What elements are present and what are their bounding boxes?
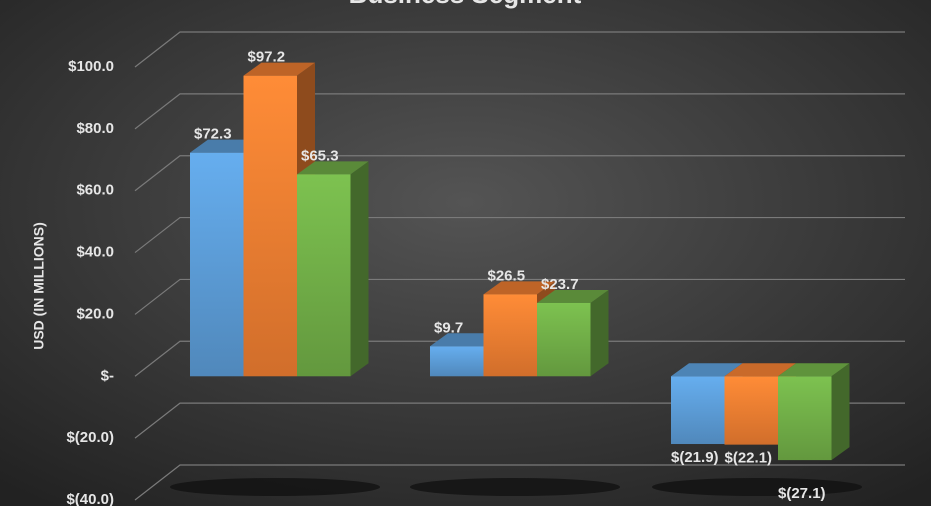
shadow [170, 478, 380, 496]
bar [724, 376, 778, 445]
y-tick-label: $40.0 [76, 244, 114, 261]
y-tick-label: $100.0 [68, 58, 114, 75]
grid-line [134, 216, 905, 254]
chart-title: Business Segment [349, 0, 582, 9]
shadow [652, 478, 862, 496]
value-label: $26.5 [488, 267, 526, 284]
bar [190, 152, 244, 377]
bar-side [831, 363, 850, 461]
grid-line [134, 402, 905, 439]
bar [297, 174, 351, 377]
bar-top [537, 289, 609, 303]
bar [537, 302, 591, 377]
bar-top [671, 363, 743, 377]
bar-side [350, 161, 369, 377]
bar-top [243, 62, 315, 76]
shadow [410, 478, 620, 496]
y-tick-label: $80.0 [76, 120, 114, 137]
bar [778, 376, 832, 461]
bar [671, 376, 725, 445]
grid-line [134, 278, 905, 315]
bar-side [590, 289, 609, 377]
value-label: $9.7 [434, 319, 463, 336]
y-tick-label: $(40.0) [66, 491, 114, 506]
bar [483, 294, 537, 377]
value-label: $97.2 [248, 49, 286, 66]
bar-top [483, 281, 555, 295]
bar-top [778, 363, 850, 377]
y-axis-label: USD (IN MILLIONS) [31, 222, 47, 350]
value-label: $23.7 [541, 276, 579, 293]
y-tick-label: $20.0 [76, 305, 114, 322]
grid-line [134, 340, 905, 377]
bar [430, 346, 484, 377]
grid-line [134, 93, 905, 130]
y-tick-label: $(20.0) [66, 429, 114, 446]
value-label: $(22.1) [725, 450, 773, 467]
value-label: $(21.9) [671, 449, 719, 466]
bar [243, 75, 297, 377]
value-label: $65.3 [301, 147, 339, 164]
value-label: $72.3 [194, 126, 232, 143]
grid-line [134, 31, 905, 68]
grid-line [134, 464, 905, 501]
value-label: $(27.1) [778, 485, 826, 502]
y-tick-label: $60.0 [76, 182, 114, 199]
grid-line [134, 155, 905, 192]
bar-top [297, 161, 369, 175]
bar-top [724, 363, 796, 377]
y-tick-label: $- [101, 367, 114, 384]
